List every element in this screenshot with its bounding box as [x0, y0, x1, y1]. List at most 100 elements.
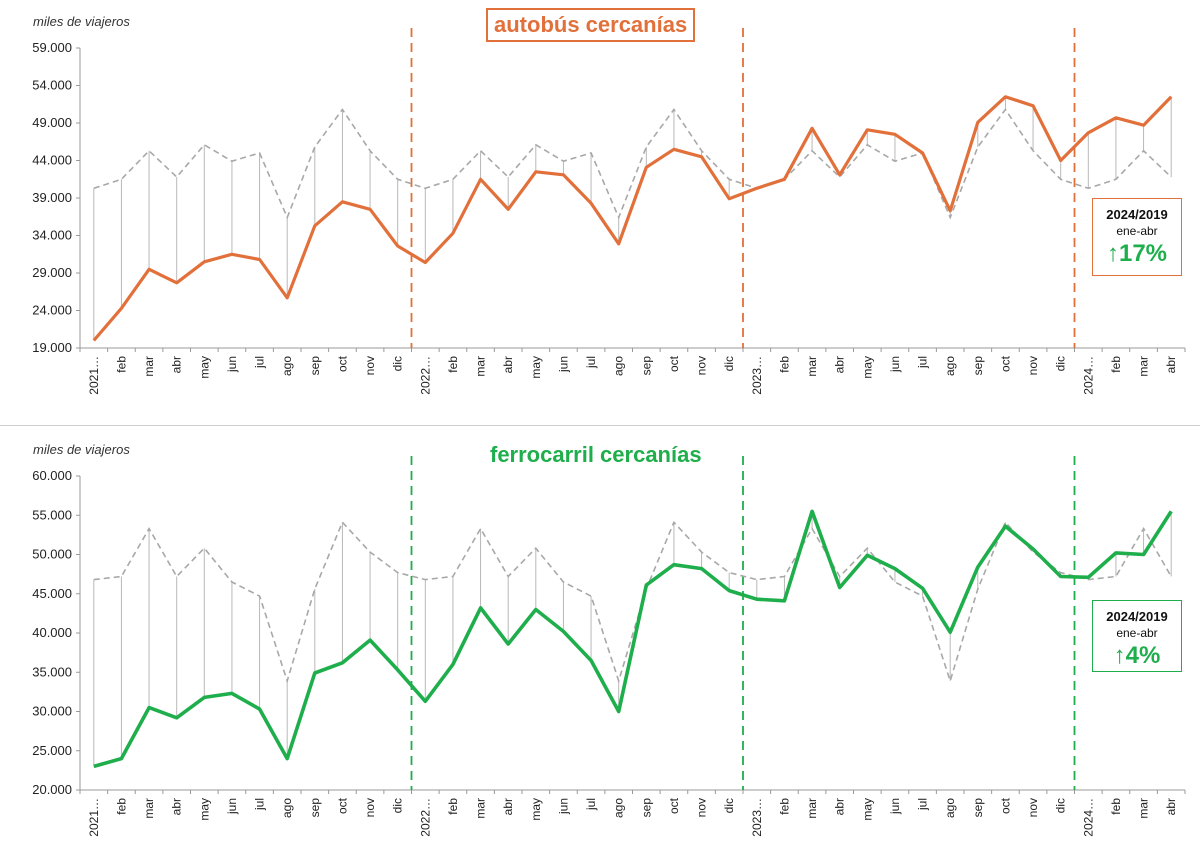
x-tick-label: may [529, 356, 543, 379]
x-tick-label: ago [943, 798, 957, 818]
panel-divider [0, 425, 1200, 426]
x-tick-label: nov [695, 798, 709, 817]
x-tick-label: sep [308, 356, 322, 376]
x-tick-label: 2023… [750, 356, 764, 395]
x-tick-label: feb [1109, 356, 1123, 373]
y-tick-label: 25.000 [32, 743, 72, 758]
x-tick-label: nov [1026, 798, 1040, 817]
x-tick-label: mar [142, 798, 156, 819]
x-tick-label: ago [612, 356, 626, 376]
x-tick-label: feb [777, 356, 791, 373]
x-tick-label: oct [335, 797, 349, 814]
x-tick-label: 2021… [87, 356, 101, 395]
actual-series-line [93, 509, 1173, 769]
x-tick-label: abr [1164, 798, 1178, 815]
x-tick-label: sep [639, 356, 653, 376]
x-tick-label: ago [943, 356, 957, 376]
x-tick-label: jul [916, 356, 930, 369]
x-tick-label: mar [1137, 798, 1151, 819]
y-tick-label: 19.000 [32, 340, 72, 355]
x-tick-label: dic [391, 356, 405, 371]
bus-chart-plot: 19.000 24.000 29.000 34.000 39.000 44.000 49.0… [32, 28, 1186, 395]
x-tick-label: jul [916, 798, 930, 811]
bus-chart-panel: miles de viajeros autobús cercanías 19.0… [0, 0, 1200, 424]
x-tick-label: 2022… [418, 798, 432, 837]
x-tick-label: may [197, 798, 211, 821]
x-tick-label: jun [888, 356, 902, 373]
x-tick-label: oct [998, 355, 1012, 372]
x-tick-label: dic [722, 356, 736, 371]
x-tick-label: nov [363, 356, 377, 375]
rail-chart-panel: miles de viajeros ferrocarril cercanías … [0, 428, 1200, 852]
y-tick-label: 39.000 [32, 190, 72, 205]
y-tick-label: 50.000 [32, 547, 72, 562]
y-tick-label: 44.000 [32, 153, 72, 168]
actual-series-line [92, 95, 1173, 342]
rail-chart-plot: 20.000 25.000 30.000 35.000 40.000 45.000 50.0… [32, 456, 1186, 837]
x-tick-label: abr [501, 798, 515, 815]
x-tick-label: oct [667, 355, 681, 372]
x-tick-label: jun [225, 356, 239, 373]
x-tick-label: oct [998, 797, 1012, 814]
badge-period: 2024/2019 [1106, 609, 1168, 624]
x-tick-label: 2024… [1081, 356, 1095, 395]
y-tick-label: 24.000 [32, 303, 72, 318]
y-tick-label: 34.000 [32, 228, 72, 243]
y-tick-label: 60.000 [32, 468, 72, 483]
growth-badge: 2024/2019 ene-abr ↑4% [1092, 600, 1182, 672]
x-tick-label: sep [639, 798, 653, 818]
x-tick-label: may [197, 356, 211, 379]
y-tick-label: 54.000 [32, 78, 72, 93]
x-tick-label: nov [363, 798, 377, 817]
x-tick-label: nov [695, 356, 709, 375]
x-tick-label: sep [308, 798, 322, 818]
x-tick-label: abr [170, 798, 184, 815]
x-tick-label: may [860, 798, 874, 821]
x-tick-label: 2022… [418, 356, 432, 395]
x-tick-label: jun [556, 356, 570, 373]
badge-period: 2024/2019 [1106, 207, 1168, 222]
x-tick-label: feb [446, 356, 460, 373]
x-tick-label: jun [888, 798, 902, 815]
x-tick-label: jun [556, 798, 570, 815]
x-tick-label: 2024… [1081, 798, 1095, 837]
x-tick-label: 2023… [750, 798, 764, 837]
y-tick-label: 35.000 [32, 664, 72, 679]
x-tick-label: mar [142, 356, 156, 377]
x-tick-label: jul [584, 798, 598, 811]
y-tick-label: 59.000 [32, 40, 72, 55]
x-tick-label: feb [1109, 798, 1123, 815]
x-tick-label: mar [1137, 356, 1151, 377]
x-tick-label: jul [253, 356, 267, 369]
y-tick-label: 45.000 [32, 586, 72, 601]
y-unit-label: miles de viajeros [33, 14, 130, 29]
x-tick-label: mar [474, 356, 488, 377]
y-tick-label: 20.000 [32, 782, 72, 797]
chart-title: autobús cercanías [486, 8, 696, 42]
badge-months: ene-abr [1116, 626, 1158, 640]
x-tick-label: sep [971, 356, 985, 376]
x-tick-label: abr [833, 798, 847, 815]
x-tick-label: oct [335, 355, 349, 372]
reference-series-line [93, 108, 1172, 220]
y-tick-label: 40.000 [32, 625, 72, 640]
x-tick-label: ago [612, 798, 626, 818]
x-tick-label: may [529, 798, 543, 821]
y-unit-label: miles de viajeros [33, 442, 130, 457]
y-tick-label: 29.000 [32, 265, 72, 280]
x-tick-label: abr [1164, 356, 1178, 373]
y-tick-label: 49.000 [32, 115, 72, 130]
x-tick-label: feb [114, 798, 128, 815]
x-tick-label: 2021… [87, 798, 101, 837]
x-tick-label: abr [170, 356, 184, 373]
x-tick-label: ago [280, 798, 294, 818]
x-tick-label: mar [805, 798, 819, 819]
x-tick-label: sep [971, 798, 985, 818]
x-tick-label: dic [1054, 798, 1068, 813]
reference-series-line [93, 520, 1172, 684]
y-tick-label: 30.000 [32, 704, 72, 719]
x-tick-label: dic [391, 798, 405, 813]
x-tick-label: jul [584, 356, 598, 369]
badge-months: ene-abr [1116, 224, 1158, 238]
badge-change: ↑4% [1113, 642, 1161, 669]
